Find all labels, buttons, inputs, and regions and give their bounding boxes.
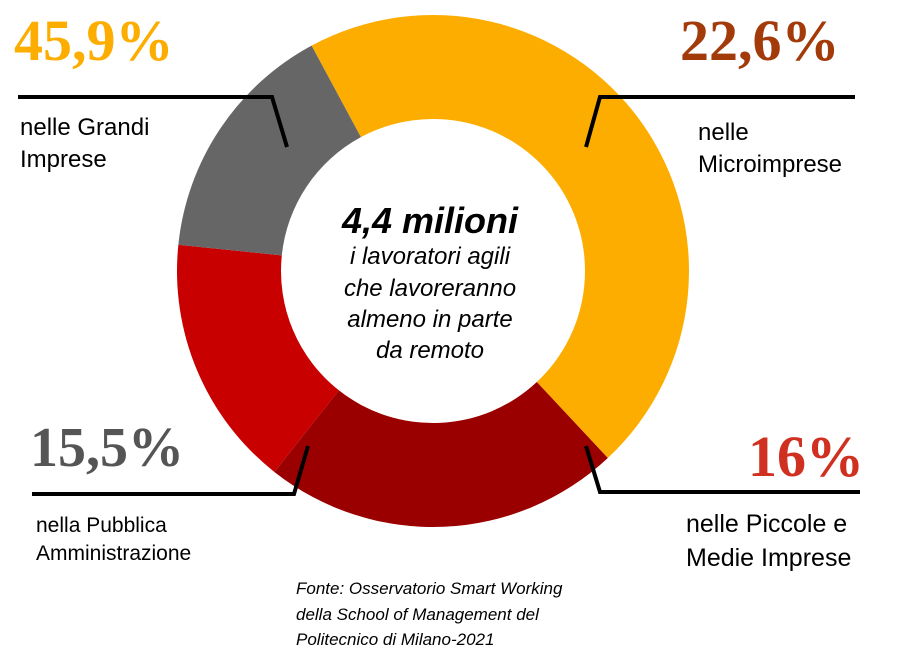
percent-label-pa: 15,5% (30, 417, 184, 479)
slice-label-pmi-line-1: nelle Piccole e (686, 510, 848, 538)
leader-line-pmi (584, 445, 860, 494)
center-line-4: da remoto (375, 336, 485, 364)
percent-label-grandi: 45,9% (14, 8, 174, 73)
slice-label-micro-line-1: nelle (698, 119, 749, 146)
slice-label-pmi-line-2: Medie Imprese (686, 543, 852, 572)
slice-grandi (311, 15, 689, 458)
source-note: Fonte: Osservatorio Smart Working della … (296, 576, 562, 653)
slice-label-pmi: nelle Piccole e Medie Imprese (686, 508, 851, 576)
center-line-1: i lavoratori agili (349, 243, 511, 271)
leader-lines (18, 95, 860, 496)
leader-line-pa (32, 445, 310, 496)
percent-label-micro: 22,6% (680, 8, 840, 73)
donut-center-text: 4,4 milioni i lavoratori agili che lavor… (290, 200, 570, 366)
leader-line-grandi (18, 95, 289, 148)
slice-label-grandi-line-1: nelle Grandi (20, 114, 150, 141)
percent-label-pmi: 16% (748, 424, 864, 489)
slice-label-grandi-line-2: Imprese (20, 146, 107, 174)
slice-label-micro-line-2: Microimprese (698, 151, 843, 179)
slice-label-pa-line-2: Amministrazione (36, 542, 192, 566)
center-line-2: che lavoreranno (343, 274, 517, 302)
center-value: 4,4 milioni (341, 200, 519, 241)
source-line-1: Fonte: Osservatorio Smart Working (296, 579, 563, 598)
slice-pmi (177, 244, 339, 472)
center-line-3: almeno in parte (347, 305, 513, 333)
donut-slices (177, 15, 689, 528)
source-line-2: della School of Management del (296, 604, 539, 624)
source-line-3: Politecnico di Milano-2021 (296, 630, 495, 649)
slice-pa (178, 45, 361, 256)
slice-label-pa-line-1: nella Pubblica (36, 514, 167, 537)
slice-label-grandi: nelle Grandi Imprese (20, 112, 149, 177)
slice-label-micro: nelle Microimprese (698, 117, 842, 182)
leader-line-micro (584, 95, 855, 148)
slice-label-pa: nella Pubblica Amministrazione (36, 512, 191, 569)
slice-micro (274, 382, 608, 528)
